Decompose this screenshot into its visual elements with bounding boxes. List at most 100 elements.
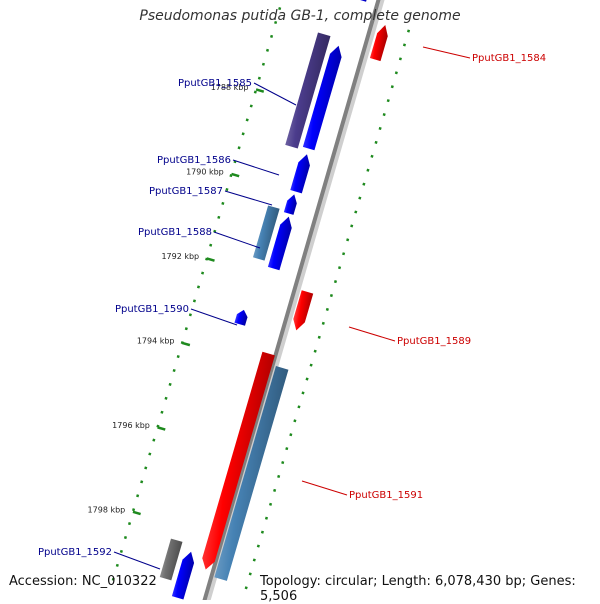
gene-arrow (283, 194, 297, 215)
gene-leader-line (348, 326, 396, 342)
kbp-label: 1794 kbp (137, 337, 175, 346)
gene-arrow (285, 32, 331, 149)
inner-scale-tick (132, 508, 136, 512)
inner-scale-tick (257, 76, 261, 80)
gene-leader-line (113, 551, 161, 570)
gene-arrow (293, 290, 314, 331)
outer-scale-tick (354, 210, 358, 214)
gene-arrow (234, 309, 248, 326)
major-scale-tick (206, 257, 215, 262)
kbp-label: 1796 kbp (112, 421, 150, 430)
inner-scale-tick (188, 313, 192, 317)
kbp-label: 1790 kbp (186, 168, 224, 177)
outer-scale-tick (378, 126, 382, 131)
outer-scale-tick (346, 238, 350, 242)
major-scale-tick (157, 426, 166, 431)
major-scale-tick (132, 510, 141, 516)
outer-scale-tick (333, 280, 338, 284)
outer-scale-tick (264, 516, 269, 520)
inner-scale-tick (136, 494, 140, 498)
outer-scale-tick (370, 154, 374, 158)
gene-arrow (171, 551, 195, 600)
outer-scale-tick (244, 586, 248, 590)
gene-leader-line (213, 231, 261, 249)
inner-scale-tick (152, 438, 156, 442)
inner-scale-tick (205, 257, 209, 261)
outer-scale-tick (285, 447, 289, 451)
inner-scale-tick (164, 396, 168, 400)
outer-scale-tick (309, 363, 313, 367)
inner-scale-tick (140, 480, 144, 484)
kbp-label: 1788 kbp (211, 83, 249, 92)
inner-scale-tick (217, 215, 221, 219)
gene-leader-line (190, 308, 238, 326)
gene-label: PputGB1_1584 (472, 53, 546, 64)
gene-label: PputGB1_1588 (138, 227, 212, 238)
outer-scale-tick (394, 71, 398, 75)
inner-scale-tick (253, 90, 257, 94)
gene-label: PputGB1_1586 (157, 155, 231, 166)
outer-scale-tick (293, 419, 297, 423)
inner-scale-tick (229, 174, 233, 178)
gene-leader-line (253, 82, 297, 106)
outer-scale-tick (297, 405, 301, 409)
inner-scale-tick (115, 563, 119, 567)
inner-scale-tick (148, 452, 152, 456)
inner-scale-tick (123, 535, 127, 540)
outer-scale-tick (362, 182, 366, 186)
inner-scale-tick (172, 368, 176, 373)
outer-scale-tick (390, 85, 394, 89)
gene-arrow (159, 538, 183, 581)
outer-scale-tick (374, 140, 378, 144)
outer-scale-tick (382, 113, 386, 117)
inner-scale-tick (245, 118, 249, 122)
gene-leader-line (422, 46, 471, 59)
inner-scale-tick (249, 104, 253, 108)
inner-scale-tick (160, 410, 164, 414)
outer-scale-tick (329, 293, 333, 298)
gene-arrow (202, 351, 275, 570)
map-title: Pseudomonas putida GB-1, complete genome (139, 8, 461, 24)
inner-scale-tick (237, 146, 241, 150)
inner-scale-tick (192, 299, 196, 303)
outer-scale-tick (342, 252, 346, 256)
outer-scale-tick (366, 168, 370, 172)
inner-scale-tick (241, 132, 245, 136)
inner-scale-tick (221, 201, 225, 205)
inner-scale-tick (176, 355, 180, 359)
gene-arrow (267, 216, 292, 271)
inner-scale-tick (274, 20, 278, 25)
outer-scale-tick (256, 544, 260, 548)
outer-scale-tick (260, 530, 264, 534)
gene-leader-line (232, 159, 280, 176)
major-scale-tick (255, 88, 265, 93)
outer-scale-tick (386, 99, 390, 103)
gene-arrow (369, 25, 388, 62)
inner-scale-tick (119, 549, 123, 553)
genome-backbone (202, 0, 381, 600)
outer-scale-tick (305, 377, 309, 381)
inner-scale-tick (278, 7, 282, 11)
gene-label: PputGB1_1591 (349, 490, 423, 501)
gene-label: PputGB1_1585 (178, 78, 252, 89)
outer-scale-tick (277, 474, 281, 479)
outer-scale-tick (313, 349, 317, 353)
outer-scale-tick (406, 29, 411, 33)
gene-label: PputGB1_1589 (397, 336, 471, 347)
outer-scale-tick (252, 558, 256, 562)
outer-scale-tick (398, 57, 402, 61)
outer-scale-tick (317, 335, 321, 339)
inner-scale-tick (265, 48, 270, 52)
gene-arrow (214, 366, 289, 581)
gene-arrow (360, 0, 367, 2)
gene-arrow (290, 154, 310, 194)
outer-scale-tick (321, 321, 325, 325)
gene-label: PputGB1_1590 (115, 304, 189, 315)
inner-scale-tick (127, 522, 132, 526)
inner-scale-tick (209, 243, 213, 247)
inner-scale-tick (111, 577, 115, 581)
gene-label: PputGB1_1587 (149, 186, 223, 197)
inner-scale-tick (184, 327, 188, 331)
